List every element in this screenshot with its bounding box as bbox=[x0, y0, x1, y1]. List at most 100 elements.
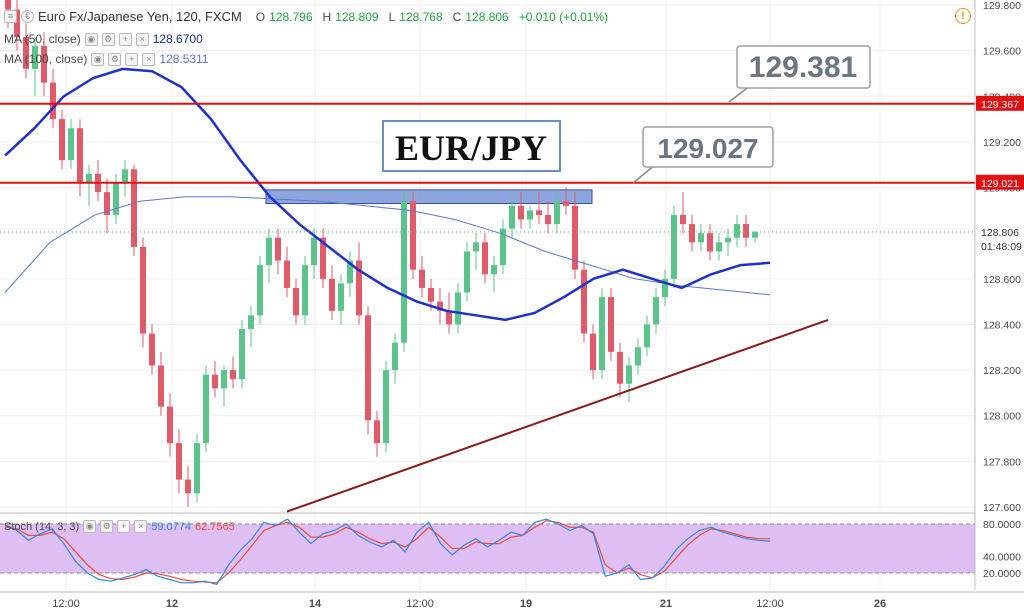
x-tick-label: 12 bbox=[166, 598, 178, 610]
candle-body bbox=[23, 36, 29, 69]
y-tick-label: 128.200 bbox=[983, 365, 1021, 377]
candle-body bbox=[32, 46, 38, 69]
add-plus-icon[interactable]: + bbox=[125, 52, 139, 66]
x-tick-label: 26 bbox=[874, 598, 886, 610]
change-value: +0.010 (+0.01%) bbox=[518, 9, 609, 24]
candle-body bbox=[473, 242, 479, 252]
candle-body bbox=[86, 173, 92, 183]
candle-body bbox=[275, 237, 281, 261]
candle-body bbox=[68, 128, 74, 161]
callout-high-box bbox=[736, 45, 871, 89]
candle-body bbox=[464, 251, 470, 293]
currency-flag-icon: € bbox=[21, 10, 34, 23]
candle-body bbox=[734, 224, 740, 238]
candle-body bbox=[554, 201, 560, 225]
support-trendline bbox=[286, 318, 829, 513]
current-price-label: 128.806 bbox=[981, 227, 1019, 239]
alert-circle-icon[interactable]: ! bbox=[955, 8, 971, 24]
stoch-d-value: 62.7565 bbox=[194, 520, 235, 533]
candle-body bbox=[41, 46, 47, 83]
candle-body bbox=[176, 443, 182, 480]
y-tick-label: 127.600 bbox=[983, 502, 1021, 514]
candle-body bbox=[545, 214, 551, 225]
candle-body bbox=[167, 406, 173, 444]
candle-body bbox=[338, 283, 344, 311]
candle-body bbox=[419, 269, 425, 288]
candle-body bbox=[365, 315, 371, 421]
remove-close-icon[interactable]: × bbox=[134, 520, 148, 533]
callout-mid-label: 129.027 bbox=[657, 133, 758, 164]
visibility-eye-icon[interactable]: ◉ bbox=[91, 52, 105, 66]
candle-body bbox=[689, 224, 695, 243]
candle-body bbox=[257, 265, 263, 316]
ma50-value: 128.6700 bbox=[152, 32, 203, 46]
pair-label-box bbox=[382, 120, 561, 172]
stoch-band bbox=[0, 524, 975, 573]
candle-body bbox=[527, 210, 533, 220]
x-tick-label: 14 bbox=[309, 598, 322, 610]
candle-body bbox=[131, 169, 137, 247]
collapse-icon[interactable]: ≡ bbox=[4, 10, 17, 23]
candle-body bbox=[653, 297, 659, 325]
candle-body bbox=[401, 201, 407, 343]
candle-body bbox=[329, 278, 335, 311]
remove-close-icon[interactable]: × bbox=[142, 52, 156, 66]
candle-body bbox=[518, 205, 524, 220]
candle-body bbox=[104, 192, 110, 215]
stoch-k-line bbox=[4, 518, 771, 586]
candle-body bbox=[194, 443, 200, 494]
candle-body bbox=[212, 374, 218, 389]
ma100-legend: MA (100, close) ◉ ⚙ + × 128.5311 bbox=[4, 52, 209, 66]
supply-zone bbox=[265, 189, 593, 205]
ma50-line bbox=[4, 67, 771, 322]
ohlc-low-label: L bbox=[388, 9, 396, 24]
remove-close-icon[interactable]: × bbox=[135, 32, 149, 46]
candle-body bbox=[626, 365, 632, 384]
settings-gear-icon[interactable]: ⚙ bbox=[101, 32, 115, 46]
ma100-label: MA (100, close) bbox=[4, 52, 88, 66]
candle-body bbox=[698, 233, 704, 243]
visibility-eye-icon[interactable]: ◉ bbox=[84, 32, 98, 46]
x-tick-label: 12:00 bbox=[756, 598, 784, 610]
candle-body bbox=[536, 210, 542, 215]
resistance-tag-label: 129.367 bbox=[981, 99, 1019, 111]
candle-body bbox=[743, 224, 749, 238]
candle-body bbox=[680, 214, 686, 225]
symbol-title: Euro Fx/Japanese Yen, 120, FXCM bbox=[38, 9, 242, 24]
candle-body bbox=[5, 0, 11, 10]
y-tick-label: 128.400 bbox=[983, 319, 1021, 331]
candle-body bbox=[311, 237, 317, 266]
candle-body bbox=[716, 242, 722, 252]
add-plus-icon[interactable]: + bbox=[117, 520, 131, 533]
ohlc-high-label: H bbox=[322, 9, 332, 24]
candle-body bbox=[590, 333, 596, 371]
candle-body bbox=[347, 260, 353, 284]
candle-body bbox=[374, 420, 380, 444]
candle-body bbox=[608, 297, 614, 352]
add-plus-icon[interactable]: + bbox=[118, 32, 132, 46]
candle-body bbox=[392, 342, 398, 371]
pair-label: EUR/JPY bbox=[395, 128, 547, 168]
settings-gear-icon[interactable]: ⚙ bbox=[100, 520, 114, 533]
candle-body bbox=[491, 265, 497, 275]
candle-body bbox=[320, 237, 326, 279]
y-tick-label: 129.600 bbox=[983, 46, 1021, 58]
candle-body bbox=[707, 233, 713, 252]
candle-body bbox=[509, 205, 515, 229]
candle-body bbox=[482, 242, 488, 275]
candle-body bbox=[599, 297, 605, 371]
candle-body bbox=[239, 329, 245, 380]
candle-body bbox=[410, 201, 416, 270]
ohlc-low-value: 128.768 bbox=[399, 9, 443, 24]
candle-body bbox=[446, 310, 452, 325]
settings-gear-icon[interactable]: ⚙ bbox=[108, 52, 122, 66]
ohlc-close-value: 128.806 bbox=[465, 9, 509, 24]
price-tag-bg bbox=[976, 222, 1024, 253]
candle-body bbox=[122, 169, 128, 183]
stoch-label: Stoch (14, 3, 3) bbox=[4, 520, 80, 533]
callout-mid-pointer bbox=[632, 164, 656, 184]
visibility-eye-icon[interactable]: ◉ bbox=[83, 520, 97, 533]
stoch-y-tick-label: 40.0000 bbox=[983, 552, 1021, 564]
candle-body bbox=[644, 324, 650, 348]
